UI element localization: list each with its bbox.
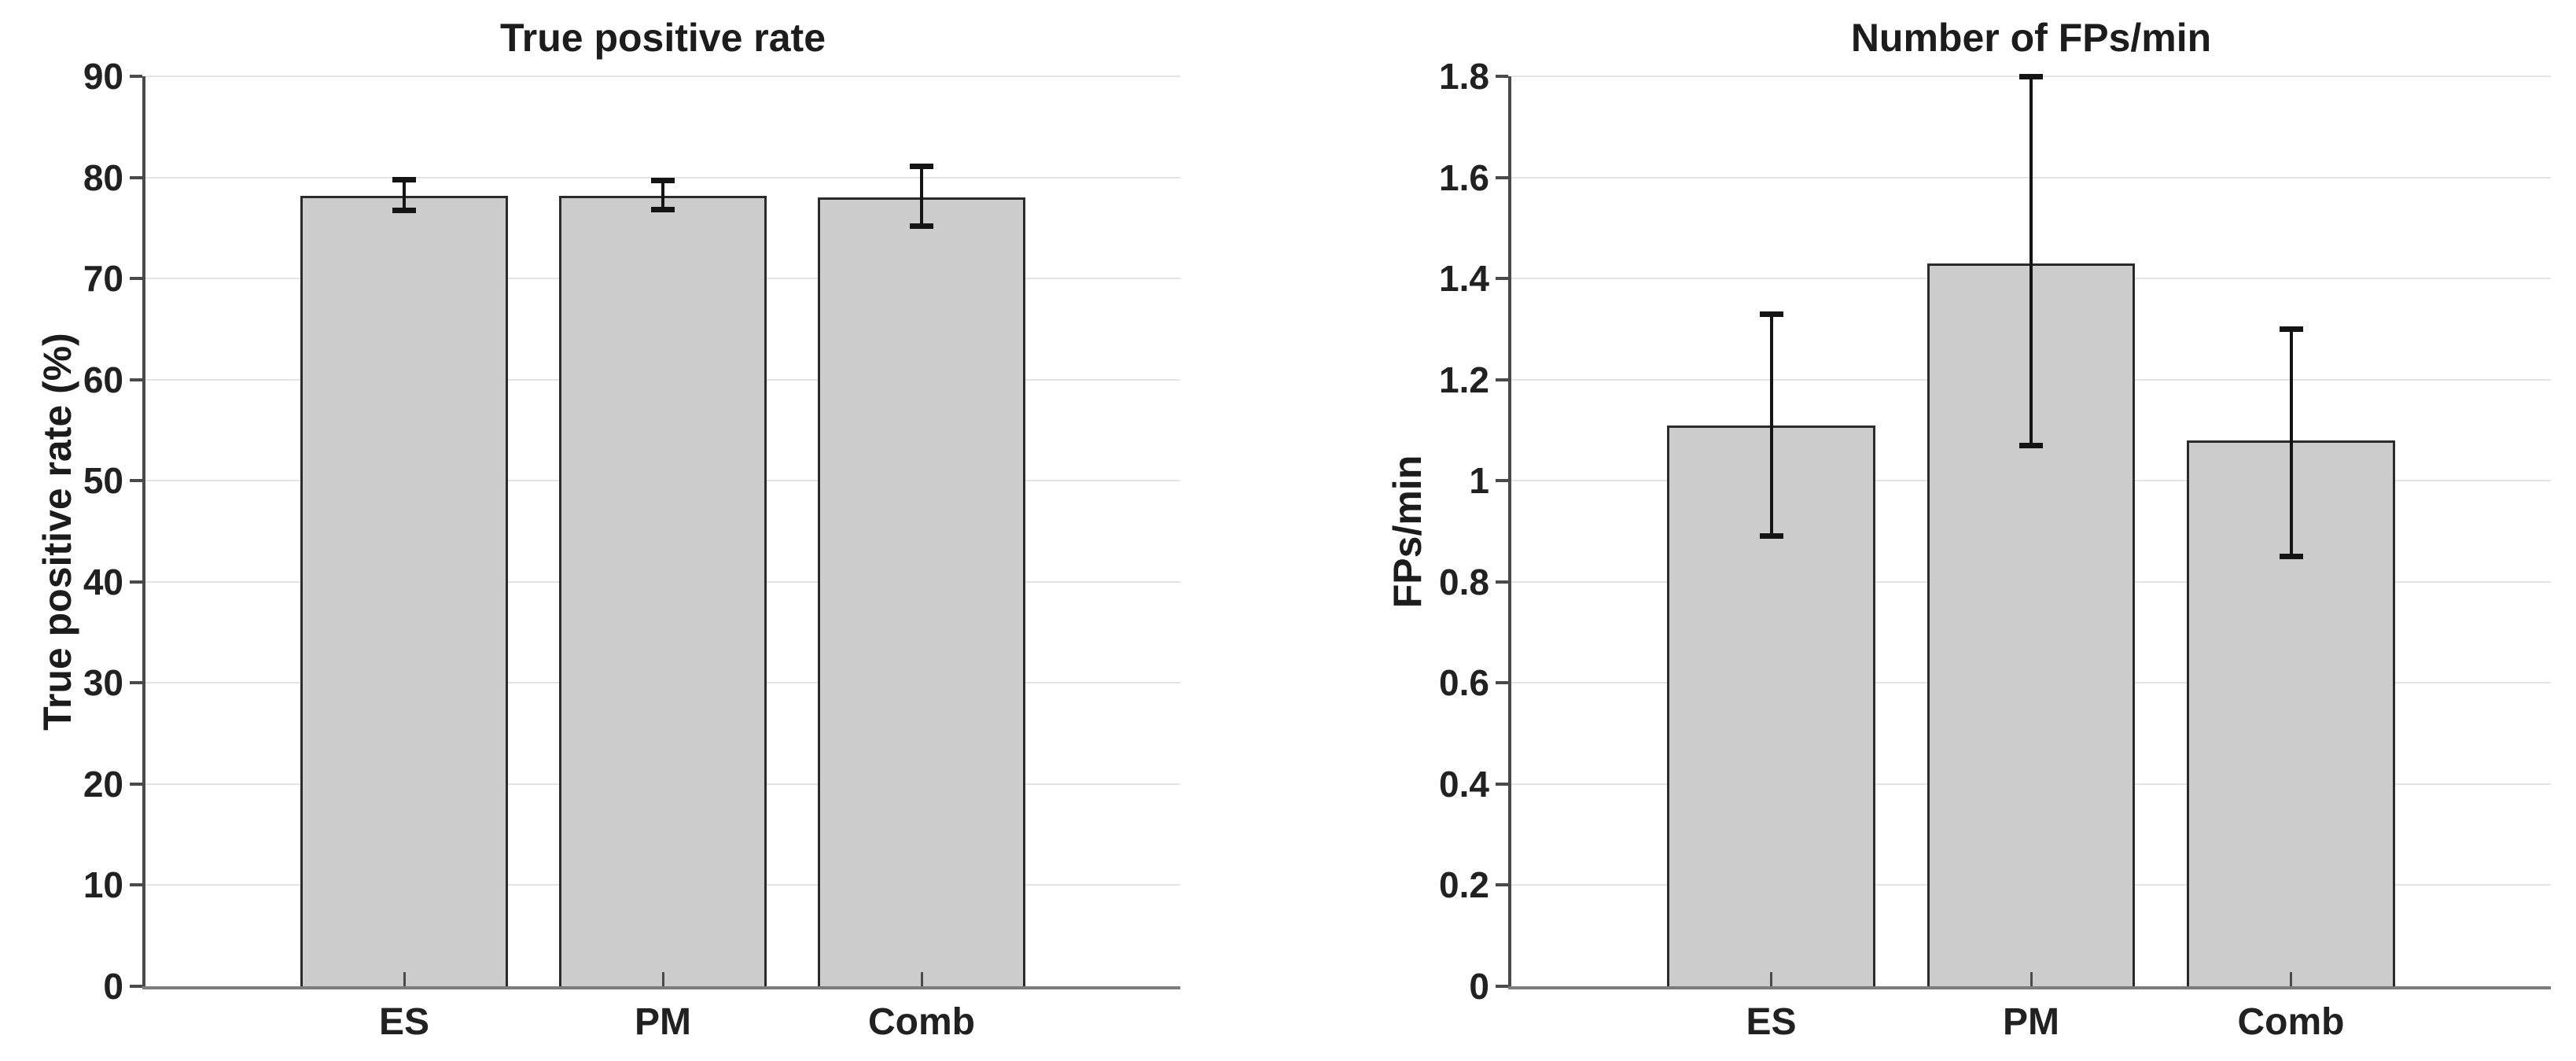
y-tick-mark	[130, 479, 142, 483]
error-bar-cap	[2019, 442, 2043, 448]
error-bar-cap	[910, 163, 933, 169]
error-bar-cap	[392, 208, 416, 214]
error-bar	[1769, 314, 1773, 536]
x-axis-line	[142, 986, 1180, 989]
x-tick-mark	[661, 972, 664, 986]
error-bar-cap	[1759, 533, 1783, 540]
y-tick-label: 0.6	[1439, 662, 1489, 704]
y-tick-label: 1	[1469, 460, 1489, 502]
y-tick-mark	[130, 277, 142, 281]
y-tick-label: 1.4	[1439, 258, 1489, 300]
y-tick-label: 90	[83, 56, 123, 97]
x-tick-label: ES	[1746, 1001, 1797, 1043]
y-tick-label: 0	[103, 966, 123, 1007]
y-tick-label: 0.2	[1439, 864, 1489, 906]
chart-title: True positive rate	[499, 16, 826, 60]
y-tick-mark	[130, 75, 142, 78]
error-bar-cap	[1759, 311, 1783, 317]
y-tick-mark	[130, 782, 142, 786]
y-tick-label: 20	[83, 763, 123, 805]
x-tick-mark	[403, 972, 406, 986]
y-tick-mark	[1496, 580, 1508, 584]
y-axis-label: FPs/min	[1386, 455, 1430, 608]
y-tick-label: 60	[83, 359, 123, 400]
gridline	[145, 176, 1180, 179]
x-tick-mark	[920, 972, 923, 986]
y-tick-mark	[130, 378, 142, 381]
y-axis-line	[142, 76, 145, 989]
y-tick-mark	[1496, 175, 1508, 179]
y-tick-mark	[1496, 883, 1508, 887]
plot-area: Number of FPs/min FPs/min 0 0.2 0.4 0.6 0.8 1…	[1386, 16, 2551, 1041]
x-tick-mark	[1770, 972, 1772, 986]
x-tick-mark	[2030, 972, 2033, 986]
y-tick-mark	[1496, 985, 1508, 988]
x-tick-label: PM	[635, 1001, 691, 1043]
error-bar	[403, 179, 406, 211]
chart-fps-per-min: Number of FPs/min FPs/min 0 0.2 0.4 0.6 0.8 1…	[1288, 0, 2576, 1061]
error-bar	[661, 180, 664, 210]
y-tick-mark	[130, 580, 142, 584]
error-bar	[2030, 76, 2033, 446]
y-tick-mark	[1496, 378, 1508, 381]
error-bar-cap	[651, 207, 675, 213]
y-tick-label: 1.6	[1439, 157, 1489, 198]
y-tick-label: 40	[83, 561, 123, 602]
y-tick-mark	[130, 681, 142, 685]
bar-comb	[818, 197, 1025, 986]
x-axis-line	[1508, 986, 2551, 989]
x-tick-label: ES	[378, 1001, 430, 1043]
x-tick-label: PM	[2003, 1001, 2059, 1043]
y-tick-mark	[130, 175, 142, 179]
x-tick-label: Comb	[868, 1001, 975, 1043]
y-tick-mark	[1496, 681, 1508, 685]
y-tick-label: 70	[83, 258, 123, 300]
error-bar-cap	[2279, 326, 2303, 332]
x-tick-label: Comb	[2237, 1001, 2345, 1043]
y-tick-label: 1.2	[1439, 359, 1489, 400]
y-tick-mark	[1496, 277, 1508, 281]
error-bar	[2289, 329, 2293, 557]
y-tick-label: 80	[83, 157, 123, 198]
y-tick-label: 0	[1469, 966, 1489, 1007]
error-bar-cap	[2279, 554, 2303, 560]
y-tick-label: 0.8	[1439, 561, 1489, 602]
error-bar-cap	[910, 223, 933, 229]
error-bar-cap	[392, 176, 416, 182]
y-axis-line	[1508, 76, 1511, 989]
plot-area: True positive rate True positive rate (%…	[35, 16, 1180, 1041]
y-tick-mark	[130, 985, 142, 988]
y-tick-mark	[1496, 782, 1508, 786]
y-tick-mark	[130, 883, 142, 887]
y-tick-label: 1.8	[1439, 56, 1489, 97]
y-tick-label: 50	[83, 460, 123, 502]
chart-true-positive-rate: True positive rate True positive rate (%…	[35, 16, 1180, 1041]
bar-es	[300, 195, 508, 986]
y-tick-label: 0.4	[1439, 763, 1489, 805]
bar-pm	[559, 195, 767, 986]
error-bar-cap	[2019, 73, 2043, 79]
gridline	[145, 76, 1180, 77]
y-tick-label: 30	[83, 662, 123, 704]
y-axis-label: True positive rate (%)	[35, 332, 79, 731]
x-tick-mark	[2290, 972, 2292, 986]
y-tick-mark	[1496, 75, 1508, 78]
y-tick-label: 10	[83, 864, 123, 906]
chart-title: Number of FPs/min	[1850, 16, 2212, 60]
error-bar	[920, 166, 923, 227]
y-tick-mark	[1496, 479, 1508, 483]
error-bar-cap	[651, 177, 675, 183]
